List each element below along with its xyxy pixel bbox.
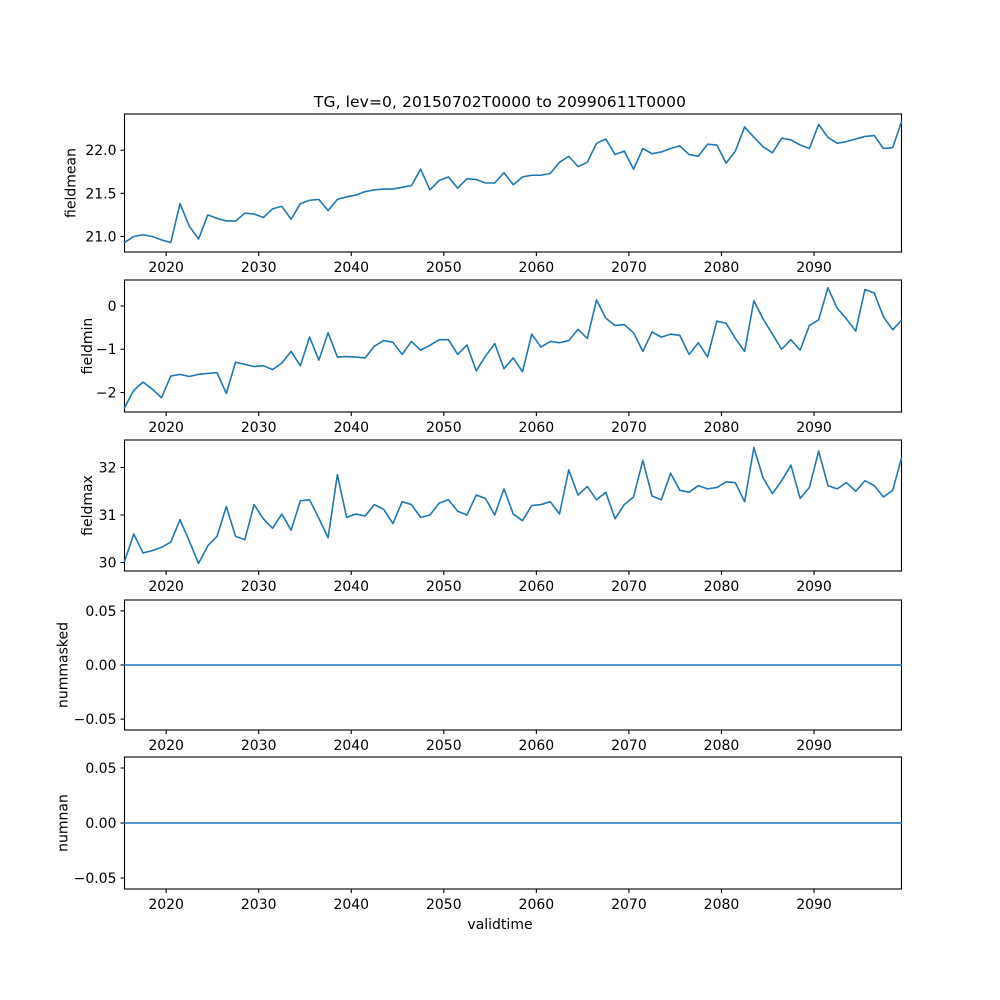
x-tick-label: 2020 — [148, 579, 184, 595]
x-tick-label: 2090 — [796, 579, 832, 595]
y-tick-label: −0.05 — [74, 871, 117, 887]
axes-frame — [123, 113, 903, 253]
y-tick-label: 30 — [99, 555, 117, 571]
x-tick-label: 2090 — [796, 260, 832, 276]
x-tick-label: 2060 — [519, 579, 555, 595]
x-tick-label: 2060 — [519, 897, 555, 913]
x-tick-label: 2080 — [704, 897, 740, 913]
x-tick-label: 2040 — [333, 260, 369, 276]
x-tick-label: 2050 — [426, 260, 462, 276]
x-tick-label: 2060 — [519, 738, 555, 754]
y-axis-label: fieldmin — [80, 318, 96, 375]
x-tick-label: 2030 — [241, 579, 277, 595]
y-tick-label: 0.05 — [85, 761, 116, 777]
x-tick-label: 2070 — [611, 579, 647, 595]
data-series-fieldmean — [123, 120, 903, 244]
x-tick-label: 2030 — [241, 260, 277, 276]
x-tick-label: 2020 — [148, 420, 184, 436]
x-tick-label: 2060 — [519, 420, 555, 436]
x-tick-label: 2070 — [611, 260, 647, 276]
axes-frame — [123, 279, 903, 413]
y-axis-label: numnan — [56, 794, 72, 852]
y-tick-label: −0.05 — [74, 712, 117, 728]
x-tick-label: 2050 — [426, 420, 462, 436]
y-tick-label: 31 — [99, 508, 117, 524]
x-tick-label: 2080 — [704, 579, 740, 595]
x-tick-label: 2090 — [796, 897, 832, 913]
y-tick-label: −2 — [96, 386, 117, 402]
x-tick-label: 2020 — [148, 260, 184, 276]
x-tick-label: 2060 — [519, 260, 555, 276]
y-axis-label: fieldmean — [64, 148, 80, 218]
subplot-fieldmax: 2020 2030 2040 2050 2060 2070 2080 2090 30 31 32fi… — [80, 439, 903, 595]
x-tick-label: 2050 — [426, 897, 462, 913]
data-series-fieldmin — [123, 286, 903, 409]
x-tick-label: 2080 — [704, 260, 740, 276]
y-tick-label: 21.5 — [85, 186, 116, 202]
subplot-nummasked: 2020 2030 2040 2050 2060 2070 2080 2090 0.05 0.00… — [56, 599, 903, 754]
x-tick-label: 2090 — [796, 738, 832, 754]
y-axis-label: nummasked — [56, 622, 72, 708]
x-tick-label: 2030 — [241, 420, 277, 436]
figure-title: TG, lev=0, 20150702T0000 to 20990611T000… — [313, 93, 687, 111]
x-tick-label: 2030 — [241, 897, 277, 913]
x-axis-label: validtime — [467, 917, 533, 933]
x-tick-label: 2080 — [704, 738, 740, 754]
x-tick-label: 2070 — [611, 420, 647, 436]
x-tick-label: 2070 — [611, 738, 647, 754]
x-tick-label: 2050 — [426, 579, 462, 595]
y-axis-label: fieldmax — [80, 475, 96, 536]
x-tick-label: 2050 — [426, 738, 462, 754]
x-tick-label: 2040 — [333, 420, 369, 436]
x-tick-label: 2020 — [148, 738, 184, 754]
x-tick-label: 2080 — [704, 420, 740, 436]
x-tick-label: 2070 — [611, 897, 647, 913]
x-tick-label: 2040 — [333, 897, 369, 913]
y-tick-label: 32 — [99, 461, 117, 477]
y-tick-label: 0 — [108, 299, 117, 315]
y-tick-label: 0.00 — [85, 658, 116, 674]
y-tick-label: 22.0 — [85, 143, 116, 159]
x-tick-label: 2090 — [796, 420, 832, 436]
x-tick-label: 2040 — [333, 738, 369, 754]
y-tick-label: −1 — [96, 342, 117, 358]
x-tick-label: 2020 — [148, 897, 184, 913]
y-tick-label: 0.00 — [85, 816, 116, 832]
data-series-fieldmax — [123, 446, 903, 565]
x-tick-label: 2040 — [333, 579, 369, 595]
subplot-numnan: 2020 2030 2040 2050 2060 2070 2080 2090 0.05 0.00… — [56, 756, 903, 913]
y-tick-label: 0.05 — [85, 604, 116, 620]
subplot-fieldmean: 2020 2030 2040 2050 2060 2070 2080 2090 21.0 21.5… — [64, 113, 903, 276]
axes-frame — [123, 439, 903, 572]
subplot-fieldmin: 2020 2030 2040 2050 2060 2070 2080 2090 0 −1 −2fie… — [80, 279, 903, 436]
y-tick-label: 21.0 — [85, 229, 116, 245]
x-tick-label: 2030 — [241, 738, 277, 754]
